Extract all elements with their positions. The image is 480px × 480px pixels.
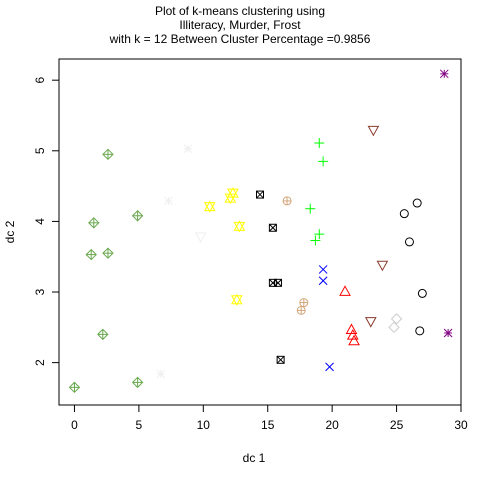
data-point bbox=[268, 223, 277, 232]
data-point bbox=[325, 362, 334, 372]
plot-frame bbox=[58, 58, 462, 406]
data-point bbox=[282, 196, 292, 206]
data-point bbox=[367, 125, 380, 137]
data-point bbox=[102, 247, 114, 259]
data-point bbox=[412, 198, 422, 208]
data-point bbox=[415, 326, 425, 336]
x-tick-label: 20 bbox=[325, 418, 339, 432]
data-point bbox=[296, 305, 306, 315]
x-tick-label: 10 bbox=[197, 418, 211, 432]
data-point bbox=[417, 288, 427, 298]
chart-title-line-2: Illiteracy, Murder, Frost bbox=[179, 18, 301, 32]
data-point bbox=[274, 278, 283, 287]
data-point bbox=[399, 209, 409, 219]
data-point bbox=[256, 190, 264, 199]
data-point bbox=[233, 220, 246, 233]
data-point bbox=[364, 317, 377, 328]
y-axis-label: dc 2 bbox=[3, 220, 17, 243]
data-points bbox=[68, 69, 453, 394]
data-point bbox=[346, 329, 359, 340]
data-point bbox=[348, 334, 360, 346]
data-point bbox=[131, 210, 144, 222]
data-point bbox=[318, 265, 328, 274]
data-point bbox=[227, 187, 239, 200]
y-tick-label: 2 bbox=[33, 359, 47, 366]
x-tick-label: 5 bbox=[136, 418, 143, 432]
data-point bbox=[299, 298, 309, 308]
y-axis: 2 3 4 5 6 bbox=[33, 77, 59, 366]
data-point bbox=[404, 237, 414, 247]
x-tick-label: 0 bbox=[71, 418, 78, 432]
data-point bbox=[443, 328, 453, 338]
data-point bbox=[97, 328, 109, 341]
data-point bbox=[314, 138, 325, 149]
data-point bbox=[305, 203, 316, 214]
x-axis: 0 5 10 15 20 25 30 bbox=[71, 405, 468, 432]
data-point bbox=[439, 69, 449, 79]
data-point bbox=[310, 235, 321, 246]
data-point bbox=[230, 293, 243, 306]
data-point bbox=[339, 285, 351, 296]
chart-title-line-3: with k = 12 Between Cluster Percentage =… bbox=[109, 32, 371, 46]
y-tick-label: 5 bbox=[33, 147, 47, 154]
y-tick-label: 3 bbox=[33, 288, 47, 295]
data-point bbox=[102, 148, 114, 161]
data-point bbox=[276, 355, 285, 364]
y-tick-label: 4 bbox=[33, 218, 47, 225]
x-axis-label: dc 1 bbox=[243, 451, 266, 465]
data-point bbox=[131, 376, 144, 389]
data-point bbox=[85, 248, 97, 261]
data-point bbox=[388, 321, 400, 334]
data-point bbox=[156, 369, 166, 379]
x-tick-label: 30 bbox=[454, 418, 468, 432]
data-point bbox=[88, 217, 100, 229]
data-point bbox=[164, 196, 173, 206]
data-point bbox=[224, 192, 237, 205]
data-point bbox=[345, 323, 358, 334]
data-point bbox=[318, 156, 329, 167]
x-tick-label: 25 bbox=[390, 418, 404, 432]
data-point bbox=[183, 144, 193, 154]
data-point bbox=[376, 260, 389, 272]
data-point bbox=[68, 381, 81, 394]
data-point bbox=[203, 200, 216, 213]
data-point bbox=[314, 229, 325, 240]
data-point bbox=[390, 313, 403, 325]
y-tick-label: 6 bbox=[33, 77, 47, 84]
x-tick-label: 15 bbox=[261, 418, 275, 432]
data-point bbox=[318, 276, 328, 286]
chart-title-line-1: Plot of k-means clustering using bbox=[154, 4, 326, 18]
data-point bbox=[194, 232, 207, 243]
